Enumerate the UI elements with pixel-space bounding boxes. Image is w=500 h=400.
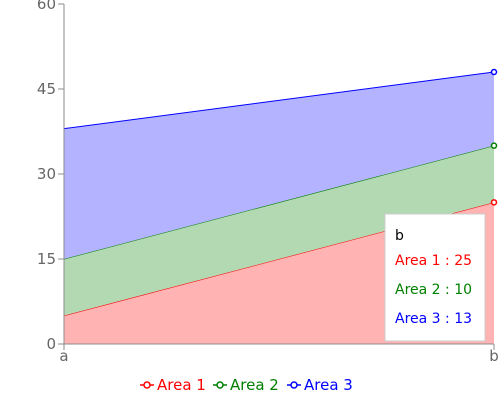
area-3-line: [63, 71, 495, 130]
area-1-marker: [490, 199, 498, 206]
y-tick-label: 45: [37, 80, 56, 98]
legend-label: Area 1: [157, 376, 206, 394]
tooltip-entry: Area 2 : 10: [395, 282, 472, 298]
x-tick-label: a: [59, 347, 68, 365]
legend-item-area-2[interactable]: Area 2: [213, 376, 279, 394]
y-tick-label: 15: [37, 250, 56, 268]
legend-item-area-3[interactable]: Area 3: [287, 376, 353, 394]
legend-marker-icon: [143, 381, 151, 389]
tooltip-entry: Area 3 : 13: [395, 311, 472, 327]
legend-marker-icon: [216, 381, 224, 389]
tooltip-box: [384, 213, 486, 342]
area-3-fill: [64, 72, 494, 259]
tooltip: b Area 1 : 25 Area 2 : 10 Area 3 : 13: [384, 213, 486, 342]
legend-label: Area 2: [230, 376, 279, 394]
legend-item-area-1[interactable]: Area 1: [140, 376, 206, 394]
area-2-marker: [490, 142, 498, 149]
area-2-fill: [64, 145, 494, 316]
legend-marker-icon: [290, 381, 298, 389]
tooltip-entry: Area 1 : 25: [395, 253, 472, 269]
y-axis-ticks: 0 15 30 45 60: [37, 0, 64, 353]
y-tick-label: 0: [46, 335, 56, 353]
legend[interactable]: Area 1 Area 2 Area 3: [140, 376, 353, 394]
x-tick-label: b: [489, 347, 499, 365]
data-point-markers: [490, 68, 498, 206]
y-tick-label: 60: [37, 0, 56, 13]
y-tick-label: 30: [37, 165, 56, 183]
area-3-marker: [490, 68, 498, 76]
tooltip-title: b: [395, 228, 404, 244]
legend-label: Area 3: [304, 376, 353, 394]
